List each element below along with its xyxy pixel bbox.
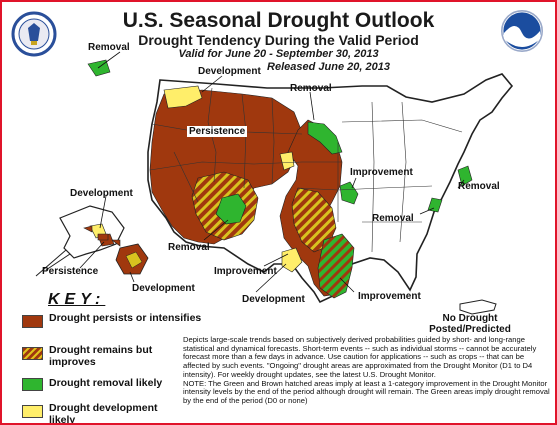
map-label-persistence-hi: Persistence xyxy=(42,266,99,277)
release-date: Released June 20, 2013 xyxy=(267,61,390,73)
no-drought-label: No Drought Posted/Predicted xyxy=(429,313,511,335)
key-swatch-improves xyxy=(22,347,43,360)
key-label-persists: Drought persists or intensifies xyxy=(49,312,202,324)
hawaii xyxy=(83,225,149,275)
development-area-center xyxy=(279,151,295,171)
removal-area-nw xyxy=(87,59,111,77)
state-lines xyxy=(149,87,463,253)
removal-area-plains xyxy=(307,121,343,155)
removal-area-east xyxy=(427,197,443,213)
removal-area-southwest xyxy=(215,193,247,225)
key-swatch-development xyxy=(22,405,43,418)
map-label-persistence-west: Persistence xyxy=(187,126,248,137)
puerto-rico xyxy=(459,299,497,315)
notes-paragraph-1: Depicts large-scale trends based on subj… xyxy=(183,335,537,379)
key-label-removal: Drought removal likely xyxy=(49,377,163,389)
map-label-removal-north: Removal xyxy=(290,83,332,94)
map-label-improvement-south: Improvement xyxy=(214,266,277,277)
improve-area-texas xyxy=(291,187,337,253)
map-label-removal-east: Removal xyxy=(372,213,414,224)
map-label-development-hi: Development xyxy=(132,283,195,294)
key-swatch-removal xyxy=(22,378,43,391)
map-label-development-top: Development xyxy=(198,66,261,77)
map-label-removal-ne: Removal xyxy=(458,181,500,192)
key-label-development: Drought development likely xyxy=(49,402,158,425)
removal-area-se xyxy=(317,233,355,299)
page-subtitle: Drought Tendency During the Valid Period xyxy=(138,32,419,48)
key-title: KEY: xyxy=(48,291,106,308)
valid-period: Valid for June 20 - September 30, 2013 xyxy=(178,48,379,60)
map-label-development-tx: Development xyxy=(242,294,305,305)
key-label-improves: Drought remains but improves xyxy=(49,344,153,368)
development-area-tx xyxy=(281,247,303,273)
map-label-improvement-east: Improvement xyxy=(350,167,413,178)
development-area-north xyxy=(163,85,203,109)
noaa-logo-icon xyxy=(501,10,543,52)
map-label-improvement-se: Improvement xyxy=(358,291,421,302)
key-swatch-persists xyxy=(22,315,43,328)
removal-area-ne xyxy=(457,165,473,187)
notes-paragraph-2: NOTE: The Green and Brown hatched areas … xyxy=(183,378,550,405)
notes-block: Depicts large-scale trends based on subj… xyxy=(183,335,551,406)
map-label-removal-nw: Removal xyxy=(88,42,130,53)
map-label-development-ak: Development xyxy=(70,188,133,199)
removal-area-midwest xyxy=(339,181,359,205)
page-title: U.S. Seasonal Drought Outlook xyxy=(122,9,435,32)
commerce-seal-icon xyxy=(11,11,57,57)
map-label-removal-sw: Removal xyxy=(168,242,210,253)
label-pointers xyxy=(79,51,465,293)
